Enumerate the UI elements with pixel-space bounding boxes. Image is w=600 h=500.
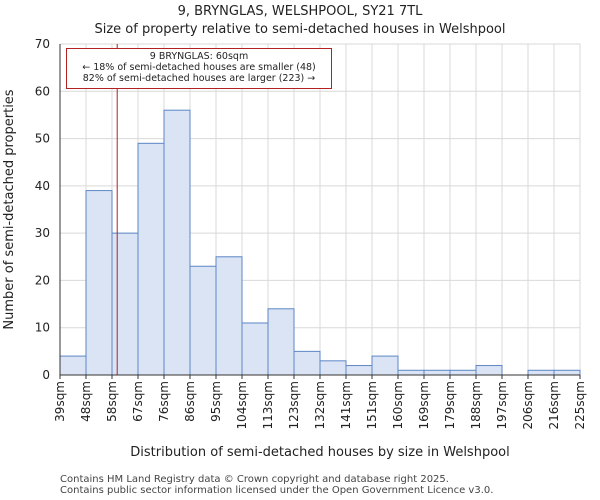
bar-188sqm: [475, 365, 503, 376]
y-tick-label-20: 20: [35, 273, 50, 287]
bar-169sqm: [423, 369, 451, 376]
footer-licence: Contains public sector information licen…: [60, 485, 494, 496]
bar-123sqm: [293, 350, 321, 376]
y-tick-label-70: 70: [35, 37, 50, 51]
y-tick-label-30: 30: [35, 226, 50, 240]
bar-67sqm: [137, 142, 165, 376]
x-tick-label-67sqm: 67sqm: [131, 381, 145, 422]
y-tick-label-50: 50: [35, 132, 50, 146]
x-tick-label-58sqm: 58sqm: [105, 381, 119, 422]
chart-subtitle: Size of property relative to semi-detach…: [94, 22, 506, 37]
bar-48sqm: [85, 190, 113, 376]
annotation-line-3: 82% of semi-detached houses are larger (…: [82, 73, 316, 84]
bar-86sqm: [189, 265, 217, 376]
bar-151sqm: [371, 355, 399, 376]
x-tick-label-169sqm: 169sqm: [417, 381, 431, 429]
bar-76sqm: [163, 109, 191, 376]
x-tick-label-225sqm: 225sqm: [573, 381, 587, 429]
x-axis-label: Distribution of semi-detached houses by …: [130, 445, 509, 460]
x-tick-label-141sqm: 141sqm: [339, 381, 353, 429]
x-tick-label-86sqm: 86sqm: [183, 381, 197, 422]
y-axis-label: Number of semi-detached properties: [2, 89, 17, 329]
chart-title: 9, BRYNGLAS, WELSHPOOL, SY21 7TL: [177, 4, 423, 19]
x-tick-label-132sqm: 132sqm: [313, 381, 327, 429]
bar-206sqm: [527, 369, 555, 376]
x-tick-label-48sqm: 48sqm: [79, 381, 93, 422]
bar-132sqm: [319, 360, 347, 376]
bar-179sqm: [449, 369, 477, 376]
property-annotation-box: 9 BRYNGLAS: 60sqm ← 18% of semi-detached…: [66, 48, 332, 89]
x-tick-label-76sqm: 76sqm: [157, 381, 171, 422]
x-tick-label-104sqm: 104sqm: [235, 381, 249, 429]
bar-216sqm: [553, 369, 581, 376]
x-tick-label-123sqm: 123sqm: [287, 381, 301, 429]
y-tick-label-0: 0: [42, 368, 50, 382]
x-tick-label-197sqm: 197sqm: [495, 381, 509, 429]
y-tick-label-10: 10: [35, 321, 50, 335]
bar-160sqm: [397, 369, 425, 376]
x-tick-label-160sqm: 160sqm: [391, 381, 405, 429]
x-tick-label-188sqm: 188sqm: [469, 381, 483, 429]
x-tick-label-113sqm: 113sqm: [261, 381, 275, 429]
bar-113sqm: [267, 308, 295, 376]
x-tick-label-216sqm: 216sqm: [547, 381, 561, 429]
bar-104sqm: [241, 322, 269, 376]
x-tick-label-151sqm: 151sqm: [365, 381, 379, 429]
x-tick-label-179sqm: 179sqm: [443, 381, 457, 429]
x-tick-label-206sqm: 206sqm: [521, 381, 535, 429]
bar-39sqm: [59, 355, 87, 376]
footer-copyright: Contains HM Land Registry data © Crown c…: [60, 474, 449, 485]
x-tick-label-95sqm: 95sqm: [209, 381, 223, 422]
bar-95sqm: [215, 256, 243, 376]
y-tick-label-60: 60: [35, 84, 50, 98]
bar-58sqm: [111, 232, 139, 376]
annotation-line-2: ← 18% of semi-detached houses are smalle…: [82, 62, 316, 73]
annotation-line-1: 9 BRYNGLAS: 60sqm: [149, 51, 249, 62]
bar-141sqm: [345, 365, 373, 376]
x-tick-label-39sqm: 39sqm: [53, 381, 67, 422]
y-tick-label-40: 40: [35, 179, 50, 193]
